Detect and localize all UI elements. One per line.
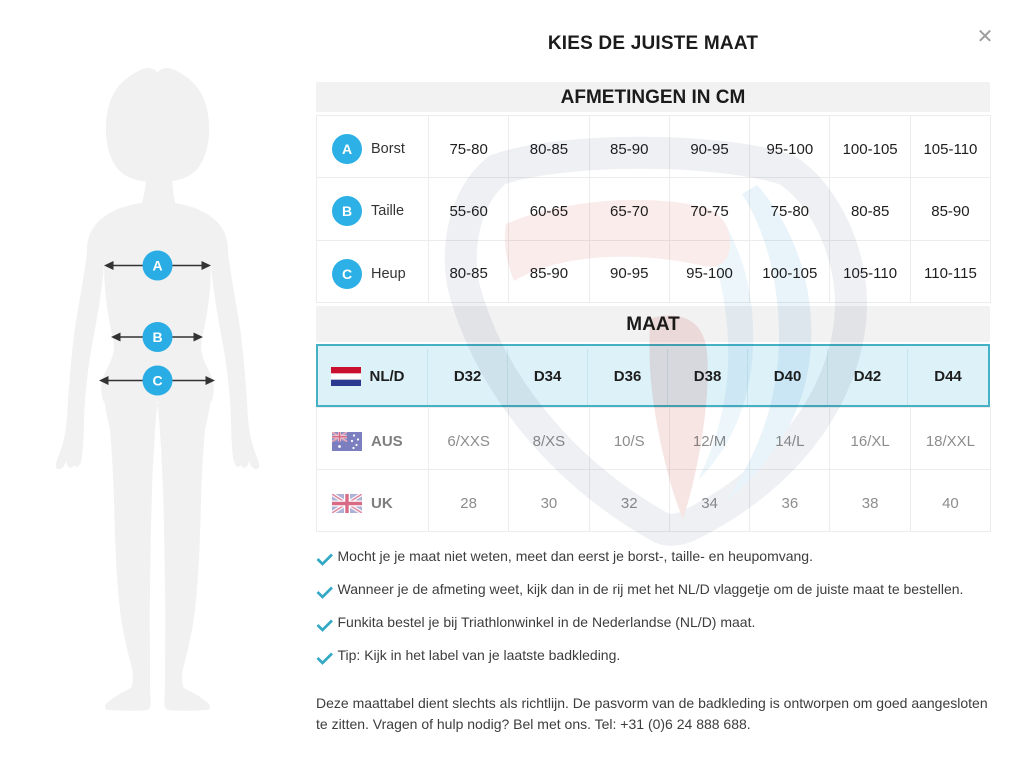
svg-text:B: B	[152, 329, 162, 345]
svg-text:A: A	[152, 258, 162, 274]
svg-text:C: C	[152, 373, 162, 389]
